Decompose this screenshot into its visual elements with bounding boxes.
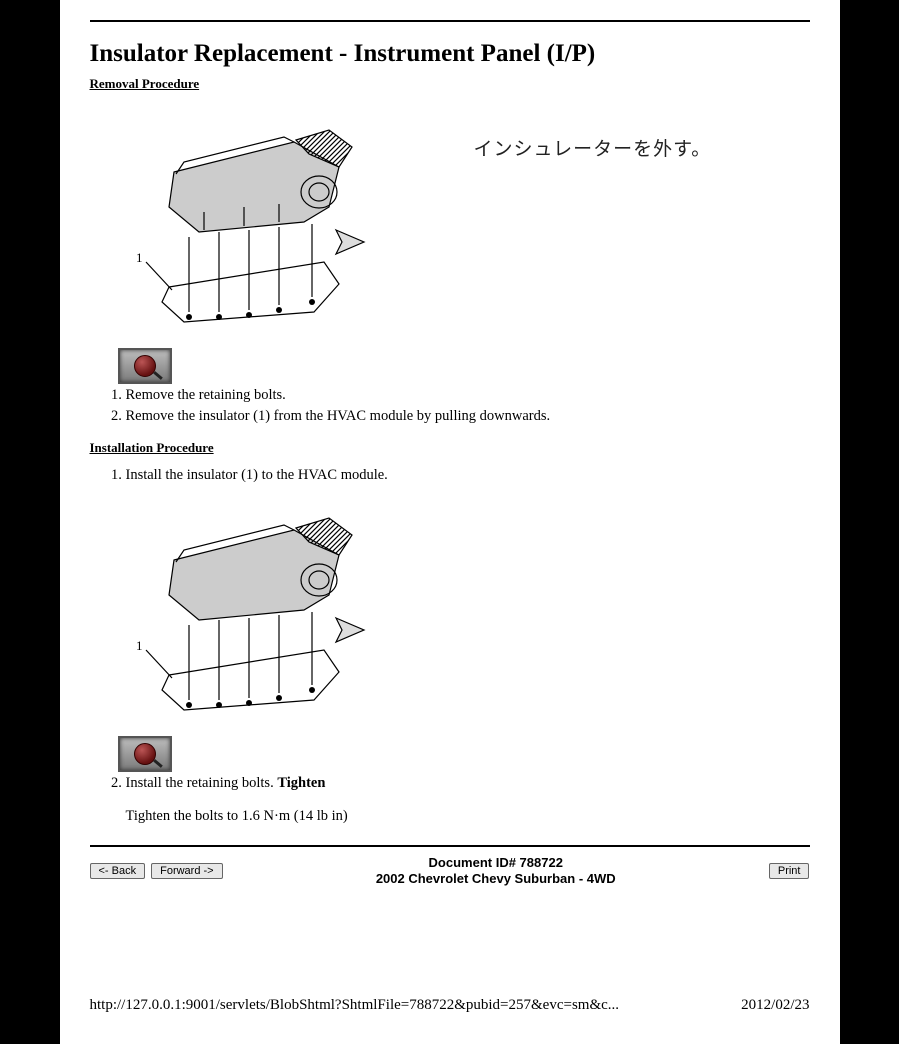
footer-date: 2012/02/23 bbox=[741, 997, 809, 1014]
back-button[interactable]: <- Back bbox=[90, 863, 146, 879]
document-info: Document ID# 788722 2002 Chevrolet Chevy… bbox=[376, 855, 616, 888]
installation-steps-b: Install the retaining bolts. Tighten Tig… bbox=[108, 774, 810, 827]
step2-bold: Tighten bbox=[277, 775, 325, 791]
figure-row-2: 1 bbox=[114, 500, 810, 730]
removal-step: Remove the insulator (1) from the HVAC m… bbox=[126, 407, 810, 427]
doc-vehicle: 2002 Chevrolet Chevy Suburban - 4WD bbox=[376, 871, 616, 887]
figure-row-1: 1 インシュレーターを外す。 bbox=[114, 112, 810, 342]
url-footer: http://127.0.0.1:9001/servlets/BlobShtml… bbox=[90, 997, 810, 1014]
removal-step: Remove the retaining bolts. bbox=[126, 386, 810, 406]
nav-buttons: <- Back Forward -> bbox=[90, 863, 223, 879]
magnifier-icon bbox=[134, 355, 156, 377]
page-title: Insulator Replacement - Instrument Panel… bbox=[90, 40, 810, 68]
hvac-diagram-2: 1 bbox=[114, 500, 374, 730]
callout-1b: 1 bbox=[136, 638, 143, 653]
handwritten-note: インシュレーターを外す。 bbox=[474, 134, 712, 161]
forward-button[interactable]: Forward -> bbox=[151, 863, 223, 879]
zoom-button-2[interactable] bbox=[118, 736, 172, 772]
footer-row: <- Back Forward -> Document ID# 788722 2… bbox=[90, 855, 810, 888]
zoom-button-1[interactable] bbox=[118, 348, 172, 384]
installation-step-2: Install the retaining bolts. Tighten Tig… bbox=[126, 774, 810, 827]
removal-header: Removal Procedure bbox=[90, 76, 810, 92]
magnifier-icon bbox=[134, 743, 156, 765]
installation-header: Installation Procedure bbox=[90, 440, 810, 456]
document-page: Insulator Replacement - Instrument Panel… bbox=[60, 0, 840, 1044]
doc-id: Document ID# 788722 bbox=[376, 855, 616, 871]
top-rule bbox=[90, 20, 810, 22]
callout-1: 1 bbox=[136, 250, 143, 265]
step2-text: Install the retaining bolts. bbox=[126, 775, 278, 791]
footer-url: http://127.0.0.1:9001/servlets/BlobShtml… bbox=[90, 997, 620, 1014]
installation-steps-a: Install the insulator (1) to the HVAC mo… bbox=[108, 466, 810, 486]
installation-step: Install the insulator (1) to the HVAC mo… bbox=[126, 466, 810, 486]
print-button[interactable]: Print bbox=[769, 863, 810, 879]
bottom-rule bbox=[90, 845, 810, 847]
torque-spec: Tighten the bolts to 1.6 N·m (14 lb in) bbox=[126, 807, 810, 827]
removal-steps: Remove the retaining bolts. Remove the i… bbox=[108, 386, 810, 426]
hvac-diagram-1: 1 bbox=[114, 112, 374, 342]
